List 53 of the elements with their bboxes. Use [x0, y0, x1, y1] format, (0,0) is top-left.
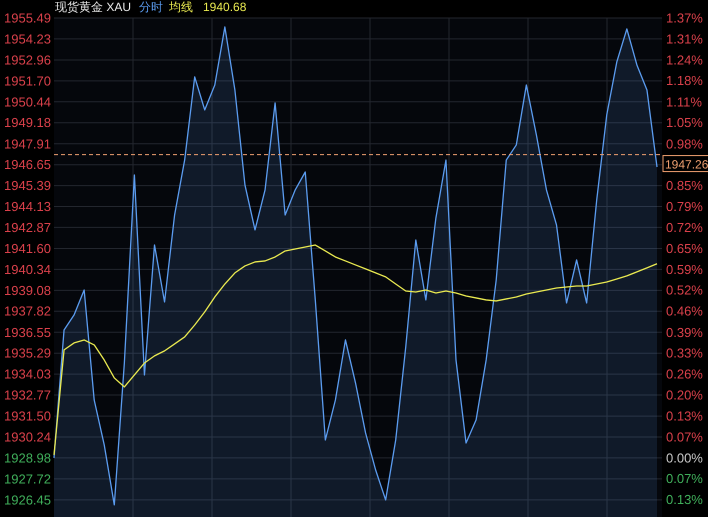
y-tick-label: 1931.50	[4, 408, 51, 424]
y2-tick-label: 1.11%	[666, 94, 702, 110]
y-tick-label: 1949.18	[4, 115, 51, 130]
y-tick-label: 1937.82	[4, 304, 51, 319]
chart-title: 现货黄金 XAU	[55, 0, 132, 14]
y-tick-label: 1932.77	[4, 388, 51, 403]
y-tick-label: 1942.87	[4, 220, 51, 235]
y2-tick-label: 0.72%	[666, 220, 704, 235]
line-series	[53, 244, 658, 456]
text: 1940.68	[203, 0, 247, 14]
y-tick-label: 1936.55	[4, 324, 51, 340]
y2-tick-label: 0.59%	[666, 262, 704, 277]
y-tick-label: 1934.03	[4, 366, 51, 382]
y2-tick-label: 0.13%	[666, 492, 704, 508]
y-tick-label: 1939.08	[4, 282, 51, 298]
y2-tick-label: 0.07%	[666, 429, 704, 444]
y-tick-label: 1946.65	[4, 157, 51, 172]
y2-tick-label: 0.20%	[666, 388, 704, 403]
y-tick-label: 1930.24	[4, 430, 51, 445]
y-tick-label: 1941.60	[4, 241, 51, 256]
y-tick-label: 1926.45	[4, 492, 51, 508]
y2-tick-label: 1.18%	[666, 73, 704, 88]
y-tick-label: 1955.49	[4, 10, 51, 26]
y2-tick-label: 1.31%	[666, 31, 704, 46]
text: 均线	[168, 0, 193, 14]
y-tick-label: 1954.23	[4, 31, 51, 46]
y2-tick-label: 0.07%	[666, 471, 704, 486]
y2-tick-label: 0.46%	[666, 304, 704, 319]
ref-line-label: 1947.26	[665, 158, 708, 172]
y-tick-label: 1950.44	[4, 94, 51, 110]
y2-tick-label: 0.33%	[666, 346, 704, 361]
y2-tick-label: 0.26%	[666, 366, 704, 382]
y-tick-label: 1945.39	[4, 178, 51, 194]
y2-tick-label: 0.00%	[666, 450, 704, 466]
y2-tick-label: 0.85%	[666, 178, 704, 193]
y2-tick-label: 0.79%	[666, 199, 704, 214]
y2-tick-label: 0.52%	[666, 282, 704, 298]
y-tick-label: 1940.34	[4, 262, 51, 277]
y-tick-label: 1928.98	[4, 450, 51, 466]
y2-tick-label: 1.05%	[666, 115, 704, 130]
y-tick-label: 1927.72	[4, 471, 51, 486]
y2-tick-label: 0.98%	[666, 136, 704, 152]
y2-tick-label: 0.13%	[666, 408, 704, 424]
y-tick-label: 1951.70	[4, 73, 51, 88]
y-tick-label: 1952.96	[4, 52, 51, 68]
y-tick-label: 1947.91	[4, 136, 51, 152]
y-tick-label: 1944.13	[4, 199, 51, 214]
y2-tick-label: 1.24%	[666, 52, 704, 68]
text: 分时	[139, 0, 163, 14]
y-tick-label: 1935.29	[4, 346, 51, 361]
y2-tick-label: 0.39%	[666, 324, 704, 340]
y2-tick-label: 1.37%	[666, 10, 704, 26]
y2-tick-label: 0.65%	[666, 240, 704, 256]
